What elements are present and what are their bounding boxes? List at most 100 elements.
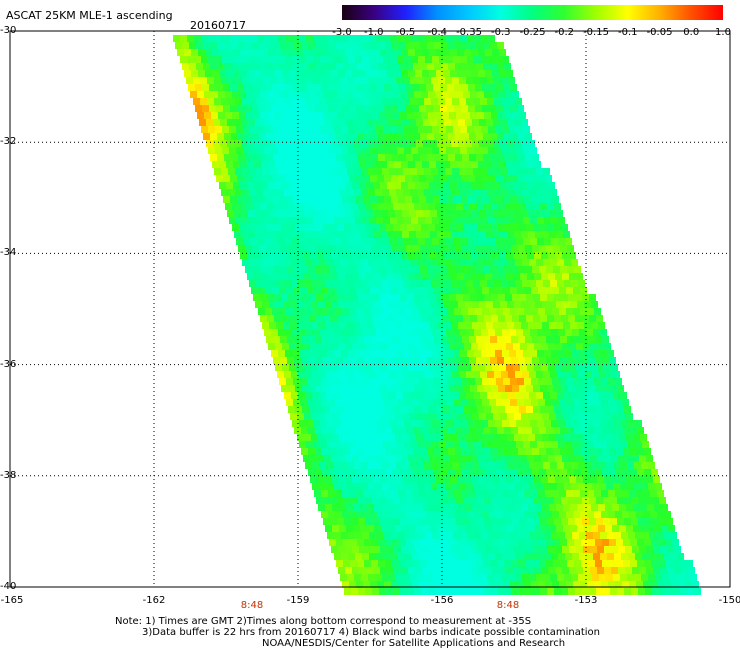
swath-cell [520,343,527,350]
swath-cell [396,483,403,490]
swath-cell [256,189,263,196]
swath-cell [463,112,470,119]
swath-cell [610,385,617,392]
swath-cell [328,378,335,385]
swath-cell [274,294,281,301]
swath-cell [545,196,552,203]
swath-cell [435,497,442,504]
swath-cell [561,294,568,301]
swath-cell [386,203,393,210]
swath-cell [386,91,393,98]
swath-cell [385,357,392,364]
swath-cell [381,301,388,308]
swath-cell [279,175,286,182]
swath-cell [364,133,371,140]
swath-cell [590,567,597,574]
swath-cell [287,42,294,49]
swath-cell [550,574,557,581]
swath-cell [200,77,207,84]
swath-cell [569,364,576,371]
swath-cell [423,210,430,217]
swath-cell [643,581,650,588]
swath-cell [383,147,390,154]
swath-cell [540,294,547,301]
swath-cell [446,553,453,560]
swath-cell [460,35,467,42]
swath-cell [626,413,633,420]
swath-cell [556,434,563,441]
swath-cell [543,168,550,175]
swath-cell [363,308,370,315]
swath-cell [349,196,356,203]
swath-cell [514,322,521,329]
swath-cell [523,147,530,154]
swath-cell [623,560,630,567]
swath-cell [545,378,552,385]
swath-cell [491,112,498,119]
swath-cell [411,532,418,539]
swath-cell [437,231,444,238]
swath-cell [357,154,364,161]
swath-cell [371,539,378,546]
swath-cell [247,70,254,77]
swath-cell [448,63,455,70]
swath-cell [363,175,370,182]
swath-cell [264,217,271,224]
swath-cell [358,91,365,98]
swath-cell [230,105,237,112]
swath-cell [464,455,471,462]
swath-cell [390,420,397,427]
swath-cell [310,49,317,56]
swath-cell [253,294,260,301]
swath-cell [468,175,475,182]
swath-cell [552,511,559,518]
time-label: 8:48 [240,600,264,611]
swath-cell [284,98,291,105]
swath-cell [555,546,562,553]
swath-cell [576,476,583,483]
swath-cell [376,217,383,224]
swath-cell [441,154,448,161]
swath-cell [663,553,670,560]
swath-cell [337,203,344,210]
swath-cell [499,49,506,56]
swath-cell [409,525,416,532]
swath-cell [363,490,370,497]
swath-cell [294,357,301,364]
swath-cell [454,511,461,518]
swath-cell [531,175,538,182]
swath-cell [483,266,490,273]
swath-cell [320,238,327,245]
swath-cell [537,420,544,427]
swath-cell [393,91,400,98]
swath-cell [634,483,641,490]
swath-cell [408,252,415,259]
swath-cell [644,448,651,455]
swath-cell [640,504,647,511]
swath-cell [418,350,425,357]
swath-cell [604,455,611,462]
swath-cell [374,301,381,308]
swath-cell [305,371,312,378]
swath-cell [322,42,329,49]
swath-cell [287,266,294,273]
swath-cell [570,413,577,420]
swath-cell [475,287,482,294]
swath-cell [428,518,435,525]
swath-cell [463,203,470,210]
swath-cell [613,574,620,581]
swath-cell [615,399,622,406]
swath-cell [401,182,408,189]
swath-cell [661,504,668,511]
swath-cell [438,574,445,581]
swath-cell [417,259,424,266]
swath-cell [360,322,367,329]
swath-cell [568,315,575,322]
swath-cell [494,77,501,84]
swath-cell [545,399,552,406]
swath-cell [329,469,336,476]
swath-cell [248,119,255,126]
swath-cell [255,231,262,238]
swath-cell [438,98,445,105]
swath-cell [352,343,359,350]
